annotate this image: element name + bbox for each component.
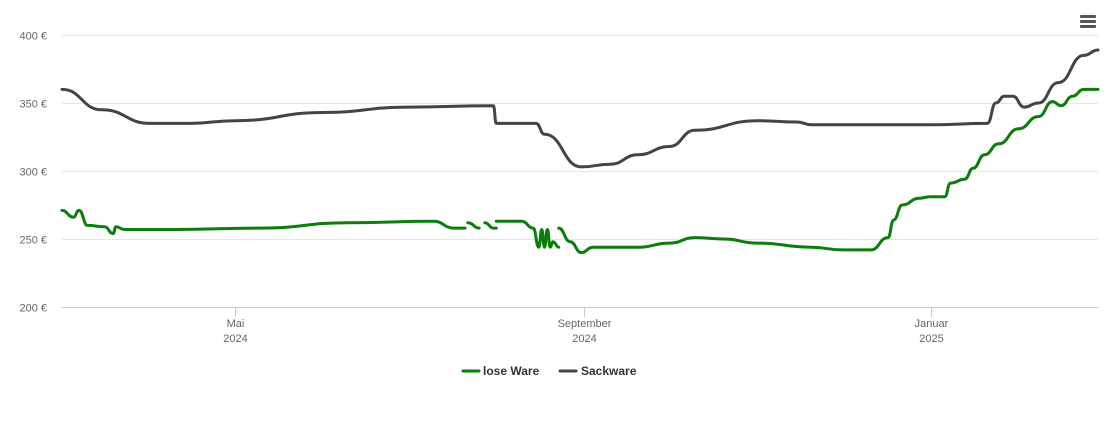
legend[interactable]: lose Ware Sackware [461,364,637,378]
x-tick-month-label: Januar [915,318,949,330]
x-tick-year-label: 2024 [223,333,247,345]
series-line [466,221,481,230]
y-tick-label: 200 € [19,303,47,315]
x-tick-month-label: Mai [227,318,245,330]
x-tick-year-label: 2024 [572,333,596,345]
series-line [483,221,498,230]
grid-lines [62,35,1098,240]
y-tick-label: 250 € [19,235,47,247]
series-line [60,208,467,236]
legend-item[interactable]: Sackware [558,364,637,378]
series-lose-ware [60,87,1100,255]
series-layer [60,48,1100,255]
series-line [557,87,1100,255]
series-line [494,219,561,249]
series-line [60,48,1100,169]
y-tick-label: 400 € [19,31,47,43]
legend-label: lose Ware [483,364,540,378]
legend-item[interactable]: lose Ware [461,364,540,378]
x-tick-year-label: 2025 [919,333,943,345]
y-tick-label: 350 € [19,99,47,111]
menu-icon[interactable] [1076,12,1100,32]
y-axis-labels: 400 € 350 € 300 € 250 € 200 € [19,31,47,315]
y-tick-label: 300 € [19,167,47,179]
x-axis: Mai 2024 September 2024 Januar 2025 [223,307,949,345]
x-tick-month-label: September [558,318,612,330]
series-sackware [60,48,1100,169]
legend-label: Sackware [581,364,637,378]
